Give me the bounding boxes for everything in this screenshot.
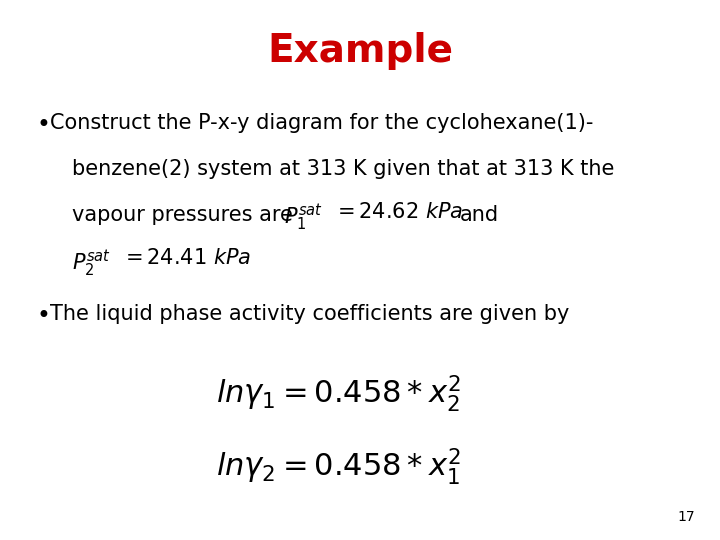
Text: and: and xyxy=(459,205,498,225)
Text: $ln\gamma_1 = 0.458 * x_2^2$: $ln\gamma_1 = 0.458 * x_2^2$ xyxy=(216,373,461,414)
Text: •: • xyxy=(36,113,50,137)
Text: $=24.62\ kPa$: $=24.62\ kPa$ xyxy=(333,202,464,222)
Text: •: • xyxy=(36,304,50,328)
Text: $=24.41\ kPa$: $=24.41\ kPa$ xyxy=(121,248,251,268)
Text: vapour pressures are: vapour pressures are xyxy=(72,205,306,225)
Text: The liquid phase activity coefficients are given by: The liquid phase activity coefficients a… xyxy=(50,304,570,324)
Text: Example: Example xyxy=(267,32,453,70)
Text: $P_2^{sat}$: $P_2^{sat}$ xyxy=(72,248,111,279)
Text: 17: 17 xyxy=(678,510,695,524)
Text: benzene(2) system at 313 K given that at 313 K the: benzene(2) system at 313 K given that at… xyxy=(72,159,614,179)
Text: Construct the P-x-y diagram for the cyclohexane(1)-: Construct the P-x-y diagram for the cycl… xyxy=(50,113,594,133)
Text: $ln\gamma_2 = 0.458 * x_1^2$: $ln\gamma_2 = 0.458 * x_1^2$ xyxy=(216,446,461,487)
Text: $P_1^{sat}$: $P_1^{sat}$ xyxy=(284,202,323,233)
